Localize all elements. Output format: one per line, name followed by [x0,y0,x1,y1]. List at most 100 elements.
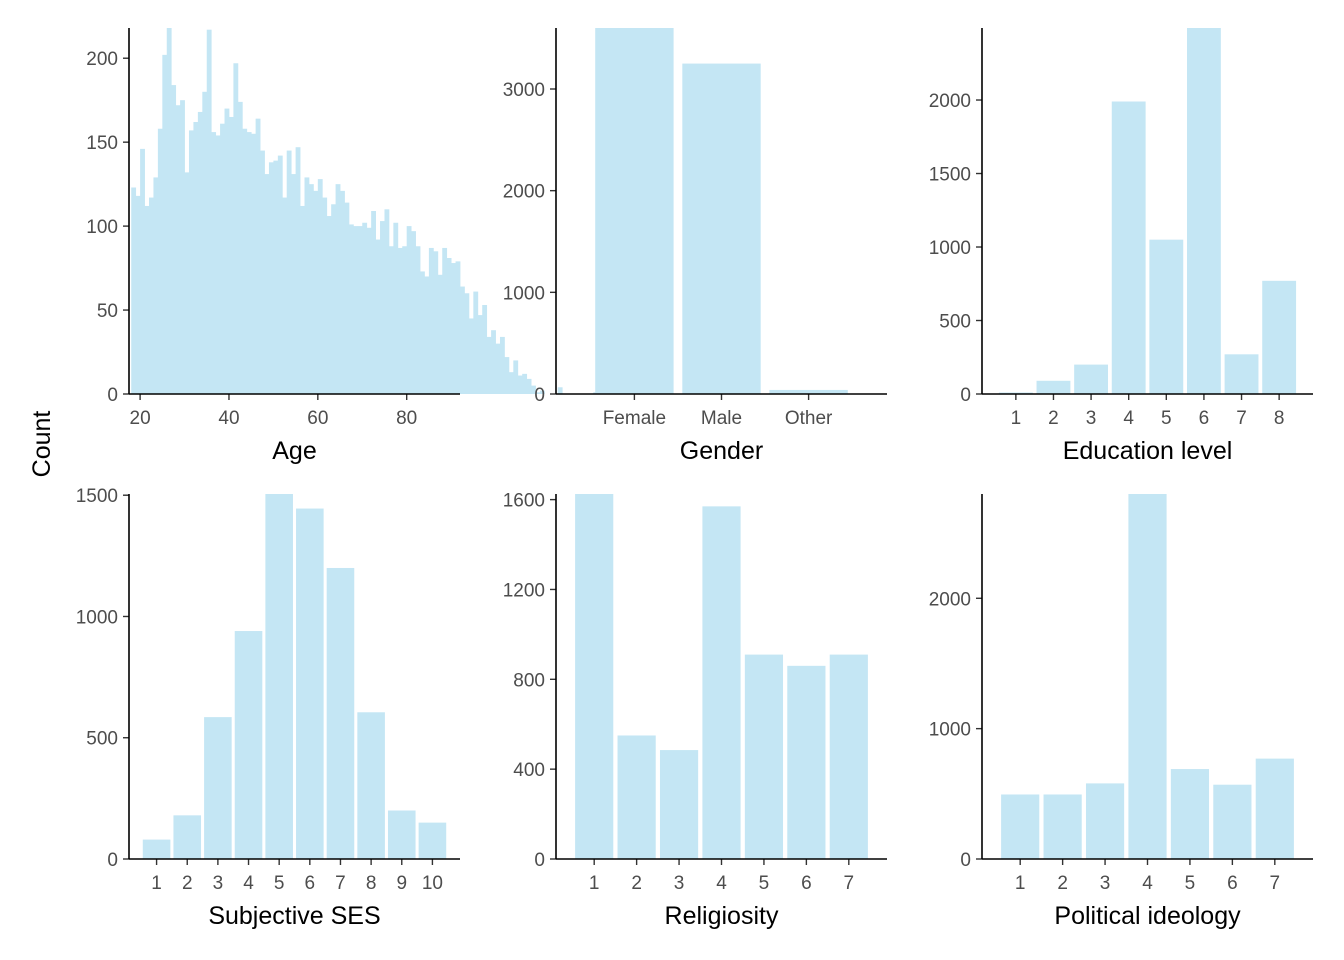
chart-4-x-tick-label: 6 [305,873,316,894]
chart-1-bar [246,132,252,394]
chart-1-bar [437,274,443,394]
chart-6-bar [1001,794,1040,859]
chart-4-x-tick-label: 1 [151,873,162,894]
chart-5-x-tick-label: 1 [589,873,600,894]
shared-y-axis-title: Count [28,411,56,478]
chart-1-bar [202,91,208,395]
chart-1-bar [522,373,528,394]
chart-1-bar [411,231,416,394]
chart-1-y-tick-label: 50 [97,301,118,322]
chart-1-bar [539,390,545,394]
chart-1-bar [237,101,243,395]
chart-4-x-tick-label: 8 [366,873,377,894]
chart-3-y-tick-label: 0 [960,385,971,406]
chart-1-bar [295,147,301,394]
chart-3-x-tick-label: 5 [1161,408,1172,429]
chart-5-bar [787,665,826,859]
chart-1-bar [251,133,257,395]
chart-1-bar [402,246,408,394]
chart-1-bar [135,195,141,394]
chart-1-bar [206,29,212,395]
chart-6: 1 2 3 4 5 6 7 0 1000 2000 Political ideology [929,494,1313,930]
chart-1-bar [335,184,341,394]
chart-1-x-tick-label: 40 [218,408,239,429]
chart-3-x-axis-title: Education level [1063,437,1233,465]
chart-6-x-tick-label: 7 [1270,873,1281,894]
chart-5: 1 2 3 4 5 6 7 0 400 800 1200 1600 Religiosity [503,491,887,930]
chart-1-bar [308,184,314,394]
chart-4-bar [204,717,232,859]
chart-2-bar [682,63,761,394]
chart-1-bar [211,132,217,394]
chart-1-bar [362,222,368,394]
chart-1-y-tick-label: 0 [107,385,118,406]
chart-5-bar [575,494,614,859]
chart-3-x-tick-label: 4 [1123,408,1134,429]
chart-5-bar [659,750,699,859]
chart-1-bar [220,123,225,394]
chart-6-bar [1085,783,1125,859]
chart-2-x-tick-label: Female [603,408,666,429]
chart-1-bar [197,111,203,395]
chart-2-x-tick-label: Male [701,408,742,429]
chart-1-bar [473,291,479,394]
chart-1-bar [464,293,470,394]
chart-1-x-tick-label: 60 [307,408,328,429]
chart-1-bar [517,375,523,394]
chart-3-x-tick-label: 7 [1236,408,1247,429]
chart-1-bar [144,205,150,394]
chart-1-bar [224,108,230,394]
chart-5-y-tick-label: 1200 [503,580,545,601]
chart-3-y-tick-label: 1500 [929,165,971,186]
chart-1-bar [175,105,181,394]
chart-1-bar [193,122,199,395]
chart-1-bar [340,190,345,394]
chart-1-bar [508,372,514,394]
chart-4-x-axis-title: Subjective SES [208,902,380,930]
chart-1-bar [455,261,461,394]
chart-2-y-tick-label: 2000 [503,182,545,203]
chart-1-y-tick-label: 100 [86,217,118,238]
chart-4-bar [418,822,447,859]
chart-1-bar [415,246,421,394]
chart-1-x-tick-label: 20 [130,408,151,429]
chart-1-bar [420,271,425,394]
chart-2-y-tick-label: 1000 [503,283,545,304]
chart-6-bar [1043,794,1082,859]
chart-2-bar [769,389,848,394]
chart-6-y-tick-label: 1000 [929,720,971,741]
chart-1-bar [273,160,279,394]
chart-1-bar [486,336,492,394]
chart-1-bar [499,336,505,394]
chart-3-x-tick-label: 3 [1086,408,1097,429]
chart-1-bar [171,85,177,394]
chart-1-bar [131,187,137,394]
chart-1-bar [366,227,372,394]
chart-5-x-tick-label: 5 [759,873,770,894]
chart-1-bar [157,128,163,394]
chart-4-x-tick-label: 2 [182,873,193,894]
chart-1-bar [162,54,168,394]
chart-3-x-tick-label: 6 [1199,408,1210,429]
chart-6-bar [1255,758,1294,859]
chart-1-bar [504,357,510,394]
chart-4-y-tick-label: 500 [86,729,118,750]
chart-1-bar [215,135,221,395]
chart-3-x-tick-label: 2 [1048,408,1059,429]
chart-1-bar [446,258,452,394]
chart-1-bar [317,179,323,394]
chart-1-bar [491,330,496,394]
chart-6-x-tick-label: 1 [1015,873,1026,894]
chart-1-bar [357,226,363,394]
chart-5-x-tick-label: 3 [674,873,685,894]
chart-1-bar [371,211,376,394]
chart-3-y-tick-label: 1000 [929,238,971,259]
chart-1-y-tick-label: 200 [86,49,118,70]
chart-3-bar [1074,364,1109,394]
chart-1: 20 40 60 80 0 50 100 150 200 Age [86,28,599,465]
chart-1-bar [313,190,319,394]
chart-1-bar [282,197,288,394]
chart-1-bar [326,216,332,394]
chart-6-x-axis-title: Political ideology [1054,902,1241,930]
chart-6-x-tick-label: 4 [1142,873,1153,894]
